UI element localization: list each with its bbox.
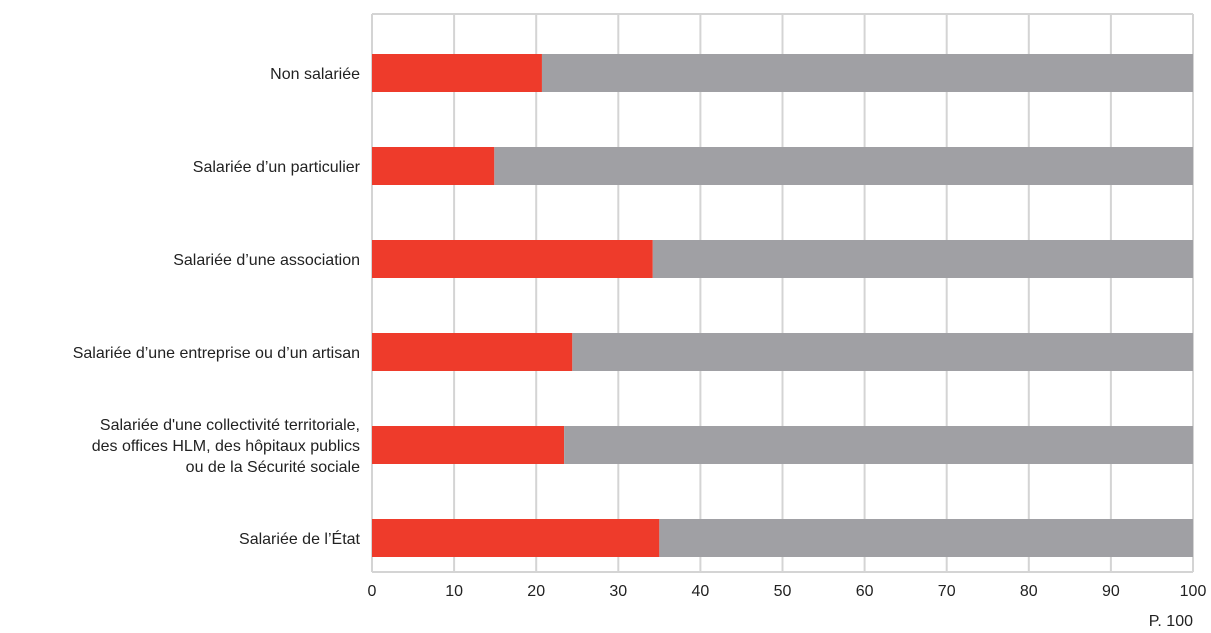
bar-segment-remainder	[541, 54, 1193, 92]
bar-segment-remainder	[572, 333, 1193, 371]
x-axis-ticks: 0 10 20 30 40 50 60 70 80 90 100	[368, 583, 1207, 600]
bar-segment-remainder	[652, 240, 1193, 278]
unit-label: P. 100	[1149, 613, 1193, 630]
category-label: Salariée d’un particulier	[193, 159, 361, 176]
category-label: Salariée d'une collectivité territoriale…	[92, 417, 360, 476]
x-tick-label: 30	[609, 583, 627, 600]
bar-segment-remainder	[564, 426, 1193, 464]
bar-segment-primary	[372, 519, 660, 557]
category-label: Salariée de l’État	[239, 529, 361, 548]
x-tick-label: 40	[692, 583, 710, 600]
category-label: Non salariée	[270, 66, 360, 83]
x-tick-label: 90	[1102, 583, 1120, 600]
category-label: Salariée d’une entreprise ou d’un artisa…	[73, 345, 360, 362]
x-tick-label: 0	[368, 583, 377, 600]
category-labels: Non salariée Salariée d’un particulier Sal…	[73, 66, 361, 548]
x-tick-label: 50	[774, 583, 792, 600]
bar-segment-primary	[372, 240, 653, 278]
x-tick-label: 20	[527, 583, 545, 600]
x-tick-label: 100	[1180, 583, 1207, 600]
x-tick-label: 10	[445, 583, 463, 600]
bar-segment-primary	[372, 333, 573, 371]
bar-segment-remainder	[659, 519, 1193, 557]
x-tick-label: 70	[938, 583, 956, 600]
bar-segment-primary	[372, 147, 495, 185]
bars	[372, 54, 1194, 557]
bar-segment-primary	[372, 54, 542, 92]
bar-segment-remainder	[494, 147, 1194, 185]
x-tick-label: 80	[1020, 583, 1038, 600]
grid-lines	[371, 13, 1194, 573]
bar-segment-primary	[372, 426, 565, 464]
x-tick-label: 60	[856, 583, 874, 600]
category-label: Salariée d’une association	[173, 252, 360, 269]
